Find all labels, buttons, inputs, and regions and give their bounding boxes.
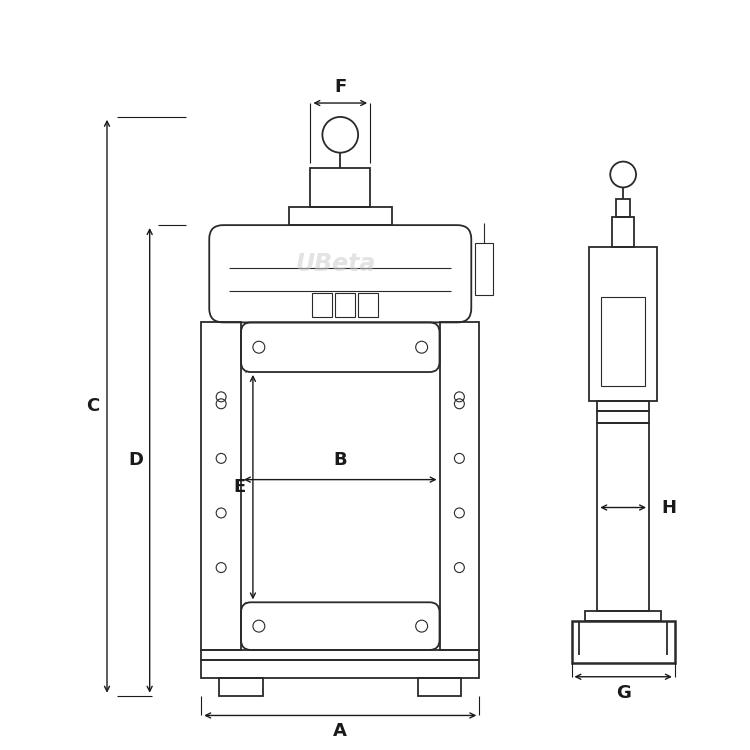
Bar xyxy=(335,292,356,317)
Text: E: E xyxy=(233,478,245,496)
Bar xyxy=(586,611,661,621)
Text: A: A xyxy=(333,722,347,740)
Text: H: H xyxy=(662,499,676,517)
Bar xyxy=(201,660,479,678)
Text: UBeta: UBeta xyxy=(295,252,376,276)
Bar xyxy=(590,247,657,400)
Text: D: D xyxy=(128,452,143,470)
Bar xyxy=(201,322,241,650)
Text: F: F xyxy=(334,78,346,96)
Bar xyxy=(612,217,634,247)
Bar xyxy=(289,207,392,225)
Bar xyxy=(616,200,630,217)
Bar xyxy=(572,621,675,663)
Text: C: C xyxy=(86,398,100,416)
Bar xyxy=(476,243,493,295)
Bar xyxy=(602,296,645,386)
Bar xyxy=(597,400,649,411)
Bar xyxy=(310,167,370,207)
Text: B: B xyxy=(334,451,347,469)
Bar xyxy=(219,678,262,695)
Bar xyxy=(597,411,649,423)
Bar xyxy=(358,292,378,317)
Bar xyxy=(440,322,479,650)
Bar xyxy=(418,678,461,695)
Bar xyxy=(201,650,479,660)
Bar xyxy=(313,292,332,317)
Bar xyxy=(597,423,649,611)
Text: G: G xyxy=(616,684,631,702)
